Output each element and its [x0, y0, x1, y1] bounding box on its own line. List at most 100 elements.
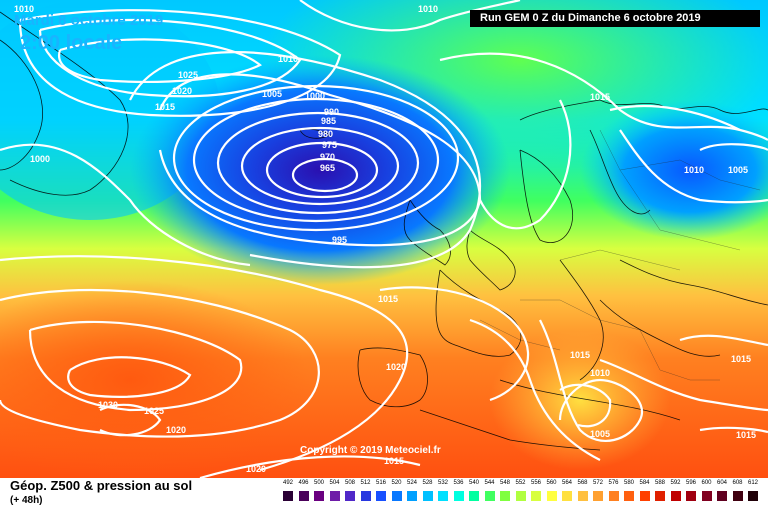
- scale-swatch: [438, 491, 448, 501]
- scale-label: 496: [298, 480, 309, 486]
- scale-swatch: [469, 491, 479, 501]
- isobar-label: 980: [318, 129, 333, 139]
- scale-swatch: [484, 491, 495, 501]
- isobar-label: 990: [324, 107, 339, 117]
- isobar-label: 1010: [418, 4, 438, 14]
- scale-label: 504: [329, 480, 340, 486]
- scale-label: 572: [593, 480, 604, 486]
- scale-label: 612: [748, 480, 759, 486]
- scale-label: 532: [438, 480, 449, 486]
- forecast-date: Mardi 8 octobre 2019: [14, 12, 164, 29]
- scale-label: 492: [283, 480, 294, 486]
- scale-label: 540: [469, 480, 480, 486]
- low-pressure-zone: [130, 55, 510, 285]
- scale-swatch: [391, 491, 402, 501]
- scale-label: 556: [531, 480, 542, 486]
- isobar-label: 1010: [590, 368, 610, 378]
- isobar-label: 1010: [684, 165, 704, 175]
- isobar-label: 1015: [731, 354, 751, 364]
- scale-label: 524: [407, 480, 418, 486]
- scale-swatch: [732, 491, 743, 501]
- scale-label: 516: [376, 480, 387, 486]
- legend-footer: Géop. Z500 & pression au sol (+ 48h) 492…: [0, 478, 768, 512]
- isobar-965: [291, 157, 359, 193]
- isobar-label: 1005: [262, 89, 282, 99]
- isobar-label: 965: [320, 163, 335, 173]
- scale-label: 580: [624, 480, 635, 486]
- scale-swatch: [701, 491, 712, 501]
- scale-swatch: [531, 491, 541, 501]
- scale-swatch: [298, 491, 309, 501]
- isobar-label: 1015: [736, 430, 756, 440]
- model-run-label: Run GEM 0 Z du Dimanche 6 octobre 2019: [470, 10, 760, 27]
- scale-swatch: [329, 491, 340, 501]
- scale-label: 520: [391, 480, 402, 486]
- scale-label: 564: [562, 480, 573, 486]
- isobar-label: 1015: [590, 92, 610, 102]
- isobar-label: 1025: [178, 70, 198, 80]
- scale-swatch: [577, 491, 588, 501]
- scale-swatch: [314, 491, 324, 501]
- isobar-label: 1030: [98, 400, 118, 410]
- scale-swatch: [407, 491, 417, 501]
- color-scale: 492 496 500 504 508 512 516 520 524 528 532 536 540 5…: [283, 478, 763, 510]
- scale-label: 568: [577, 480, 588, 486]
- weather-map: 1010 1010 1010 1025 1020 1015 1005 1000 …: [0, 0, 768, 478]
- scale-swatch: [283, 491, 293, 501]
- scale-swatch: [422, 491, 433, 501]
- scale-swatch: [562, 491, 572, 501]
- isobar-label: 1000: [305, 91, 325, 101]
- isobar-label: 970: [320, 152, 335, 162]
- isobar-label: 1010: [14, 4, 34, 14]
- scale-swatch: [453, 491, 464, 501]
- borders: [479, 129, 761, 381]
- scale-label: 536: [453, 480, 464, 486]
- isobar-label: 1015: [384, 456, 404, 466]
- map-canvas: 1010 1010 1010 1025 1020 1015 1005 1000 …: [0, 0, 768, 478]
- isobars: [0, 0, 768, 478]
- scale-swatch: [639, 491, 650, 501]
- isobar-label: 1010: [278, 54, 298, 64]
- scale-label: 512: [360, 480, 371, 486]
- scale-label: 588: [655, 480, 666, 486]
- scale-swatch: [500, 491, 510, 501]
- isobar-label: 1025: [144, 406, 164, 416]
- isobar-label: 1000: [30, 154, 50, 164]
- scale-swatch: [655, 491, 665, 501]
- scale-swatch: [376, 491, 386, 501]
- scale-label: 560: [546, 480, 557, 486]
- isobar-label: 1020: [386, 362, 406, 372]
- scale-label: 600: [701, 480, 712, 486]
- scale-label: 596: [686, 480, 697, 486]
- isobar-label: 1020: [166, 425, 186, 435]
- isobar-label: 985: [321, 116, 336, 126]
- scale-swatch: [546, 491, 557, 501]
- scale-swatch: [593, 491, 603, 501]
- scale-label: 576: [608, 480, 619, 486]
- scale-swatch: [360, 491, 371, 501]
- scale-swatch: [686, 491, 696, 501]
- scale-swatch: [345, 491, 355, 501]
- isobar-label: 1005: [590, 429, 610, 439]
- isobar-label: 1015: [155, 102, 175, 112]
- scale-label: 548: [500, 480, 511, 486]
- scale-label: 604: [717, 480, 728, 486]
- isobar-labels: 1010 1010 1010 1025 1020 1015 1005 1000 …: [14, 4, 756, 474]
- isobar-label: 1015: [570, 350, 590, 360]
- scale-label: 500: [314, 480, 325, 486]
- scale-label: 608: [732, 480, 743, 486]
- scale-label: 552: [515, 480, 526, 486]
- legend-subtitle: (+ 48h): [10, 495, 43, 506]
- isobar-label: 995: [332, 235, 347, 245]
- isobar-label: 975: [322, 140, 337, 150]
- scale-swatch: [670, 491, 681, 501]
- scale-swatch: [515, 491, 526, 501]
- isobar-label: 1020: [172, 86, 192, 96]
- isobar-label: 1015: [378, 294, 398, 304]
- east-low-zone: [580, 100, 768, 240]
- copyright: Copyright © 2019 Meteociel.fr: [300, 445, 441, 456]
- legend-title: Géop. Z500 & pression au sol: [10, 478, 193, 493]
- scale-label: 592: [670, 480, 681, 486]
- scale-label: 584: [639, 480, 650, 486]
- scale-label: 508: [345, 480, 356, 486]
